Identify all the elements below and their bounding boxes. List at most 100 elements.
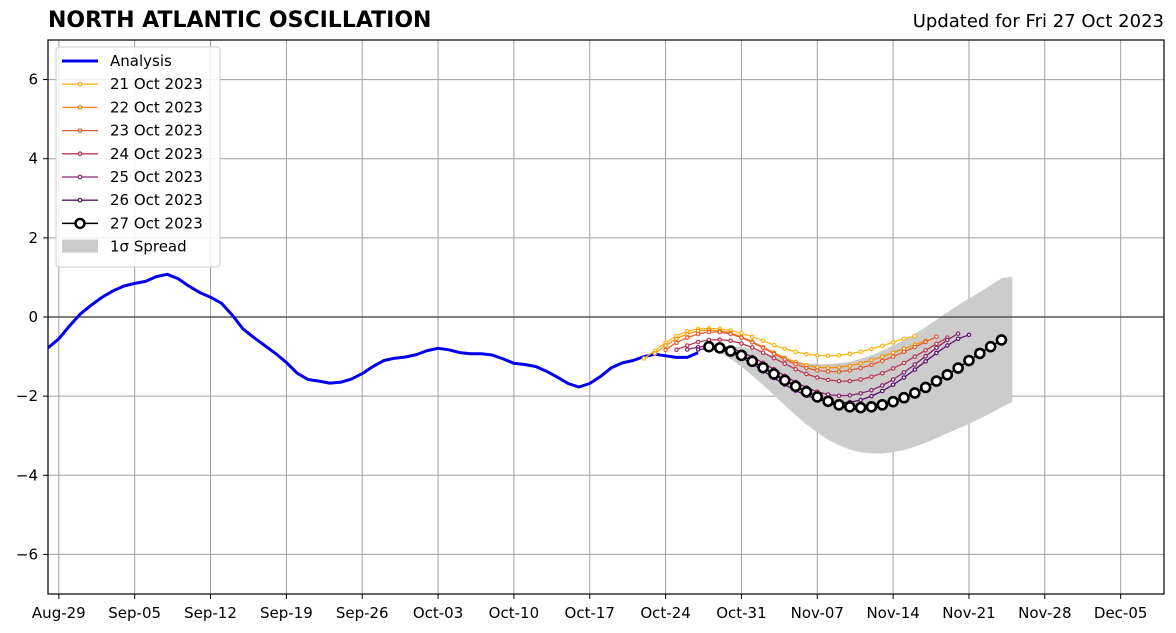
forecast-point	[674, 340, 679, 346]
forecast-point	[869, 346, 874, 352]
forecast-point	[908, 387, 921, 399]
x-tick-label: Oct-24	[640, 604, 690, 622]
forecast-point	[749, 340, 755, 345]
forecast-point	[695, 347, 701, 352]
x-tick-label: Oct-31	[716, 604, 766, 622]
forecast-point	[912, 344, 918, 350]
forecast-point	[876, 399, 889, 411]
forecast-point	[717, 337, 723, 342]
legend: Analysis 21 Oct 2023 22 Oct 2023 23 Oct 202…	[55, 46, 221, 268]
forecast-point	[836, 393, 842, 399]
forecast-point	[912, 362, 918, 367]
forecast-point	[858, 360, 863, 366]
forecast-point	[749, 345, 755, 350]
x-tick-label: Oct-03	[413, 604, 463, 622]
forecast-point	[703, 340, 715, 353]
forecast-point	[934, 334, 939, 340]
forecast-point	[890, 340, 896, 345]
forecast-point	[923, 359, 928, 364]
forecast-series	[663, 329, 939, 374]
forecast-point	[789, 380, 802, 393]
forecast-point	[706, 329, 712, 335]
forecast-point	[804, 371, 809, 377]
forecast-point	[887, 395, 899, 408]
x-tick-label: Nov-28	[1018, 604, 1071, 622]
forecast-point	[984, 340, 997, 353]
forecast-point	[739, 330, 744, 336]
chart-title: NORTH ATLANTIC OSCILLATION	[48, 8, 432, 33]
x-tick-label: Sep-12	[184, 604, 237, 622]
forecast-point	[804, 351, 809, 357]
y-tick-label: 4	[28, 150, 38, 168]
forecast-point	[955, 331, 961, 336]
forecast-point	[836, 364, 842, 370]
forecast-point	[724, 345, 737, 357]
forecast-point	[930, 375, 943, 387]
forecast-point	[879, 388, 885, 394]
forecast-point	[847, 351, 853, 357]
forecast-point	[825, 369, 831, 374]
y-tick-label: −6	[16, 545, 38, 563]
forecast-point	[879, 370, 885, 376]
forecast-point	[800, 385, 813, 398]
forecast-point	[728, 331, 733, 337]
forecast-point	[833, 399, 845, 411]
legend-label: 24 Oct 2023	[110, 145, 203, 163]
forecast-point	[941, 368, 954, 381]
y-tick-label: 6	[28, 71, 38, 89]
forecast-point	[825, 377, 831, 383]
series-layer	[48, 272, 1008, 414]
forecast-point	[869, 393, 874, 399]
forecast-point	[793, 361, 798, 367]
forecast-point	[879, 354, 885, 359]
forecast-point	[890, 377, 896, 382]
forecast-point	[652, 351, 658, 356]
forecast-point	[869, 387, 874, 393]
forecast-point	[836, 369, 842, 374]
legend-marker	[77, 81, 83, 87]
forecast-point	[717, 329, 723, 335]
legend-marker	[77, 104, 83, 110]
forecast-point	[749, 334, 755, 340]
forecast-point	[974, 347, 986, 360]
forecast-point	[854, 401, 867, 414]
forecast-point	[934, 341, 939, 347]
legend-swatch	[62, 239, 98, 253]
forecast-point	[858, 377, 863, 382]
forecast-point	[713, 342, 726, 354]
forecast-point	[684, 335, 690, 340]
forecast-point	[746, 355, 759, 368]
y-tick-label: −2	[16, 387, 38, 405]
forecast-point	[923, 353, 928, 359]
forecast-point	[735, 349, 748, 362]
y-tick-label: 2	[28, 229, 38, 247]
forecast-point	[778, 374, 791, 387]
forecast-series	[674, 335, 950, 384]
forecast-point	[782, 346, 788, 351]
forecast-point	[847, 378, 853, 384]
forecast-point	[836, 378, 842, 384]
forecast-point	[684, 331, 690, 337]
x-tick-label: Sep-26	[336, 604, 389, 622]
forecast-point	[663, 347, 668, 353]
forecast-point	[847, 363, 853, 368]
forecast-point	[847, 393, 853, 398]
legend-marker	[74, 217, 86, 230]
x-tick-label: Oct-17	[565, 604, 615, 622]
legend-marker	[77, 174, 83, 180]
forecast-point	[858, 365, 863, 371]
forecast-point	[901, 370, 907, 375]
axis-ticks: Aug-29 Sep-05 Sep-12 Sep-19 Sep-26 Oct-03 Oct-…	[16, 71, 1148, 622]
forecast-point	[793, 349, 798, 355]
x-tick-label: Nov-21	[942, 604, 995, 622]
forecast-point	[865, 401, 878, 413]
x-tick-label: Aug-29	[32, 604, 86, 622]
legend-label: 1σ Spread	[110, 238, 187, 256]
forecast-point	[901, 360, 907, 366]
forecast-point	[858, 349, 863, 355]
forecast-point	[728, 338, 733, 344]
forecast-point	[811, 391, 824, 403]
forecast-point	[739, 341, 744, 346]
forecast-point	[869, 362, 874, 368]
